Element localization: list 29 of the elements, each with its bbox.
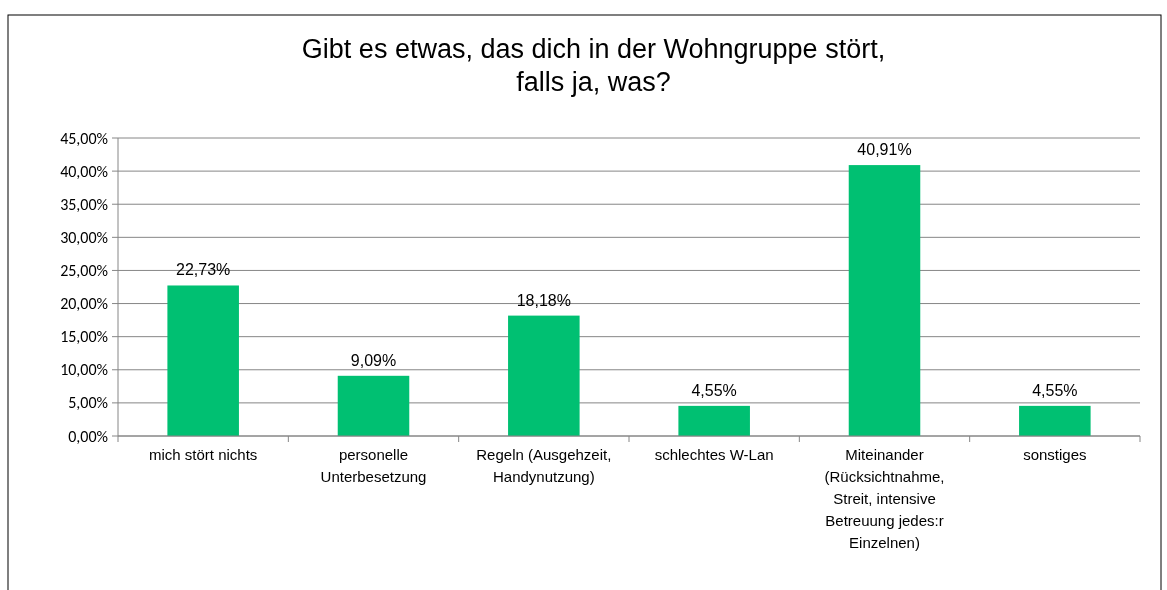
bar (167, 285, 239, 436)
data-label: 18,18% (516, 291, 571, 309)
data-label: 40,91% (857, 141, 912, 159)
data-label: 22,73% (176, 261, 231, 279)
data-label: 4,55% (691, 381, 737, 399)
bar (848, 165, 921, 436)
bar (678, 405, 750, 436)
y-tick-label: 15,00% (60, 327, 108, 347)
y-tick-label: 5,00% (68, 393, 108, 413)
bar (508, 315, 580, 436)
y-tick-label: 30,00% (60, 227, 108, 247)
y-tick-label: 20,00% (60, 294, 108, 314)
x-tick-label: schlechtes W-Lan (654, 446, 774, 463)
bar (337, 375, 410, 436)
y-tick-label: 45,00% (60, 128, 108, 148)
y-tick-label: 40,00% (60, 161, 108, 181)
y-tick-label: 35,00% (60, 194, 108, 214)
x-tick-label: Regeln (Ausgehzeit, Handynutzung) (476, 446, 612, 485)
x-tick-label: Miteinander (Rücksichtnahme, Streit, intensive Betreuung jedes:r Einzelnen) (824, 446, 945, 551)
x-tick-label: mich stört nichts (148, 446, 258, 463)
data-label: 4,55% (1032, 381, 1078, 399)
chart-title: Gibt es etwas, das dich in der Wohngruppe stört, falls ja, was? (301, 34, 886, 97)
bar (1019, 405, 1091, 436)
y-tick-label: 0,00% (68, 426, 108, 446)
y-tick-label: 10,00% (60, 360, 108, 380)
data-label: 9,09% (350, 351, 397, 369)
x-tick-label: personelle Unterbesetzung (320, 446, 427, 485)
x-tick-label: sonstiges (1023, 446, 1087, 463)
y-tick-label: 25,00% (60, 261, 108, 281)
